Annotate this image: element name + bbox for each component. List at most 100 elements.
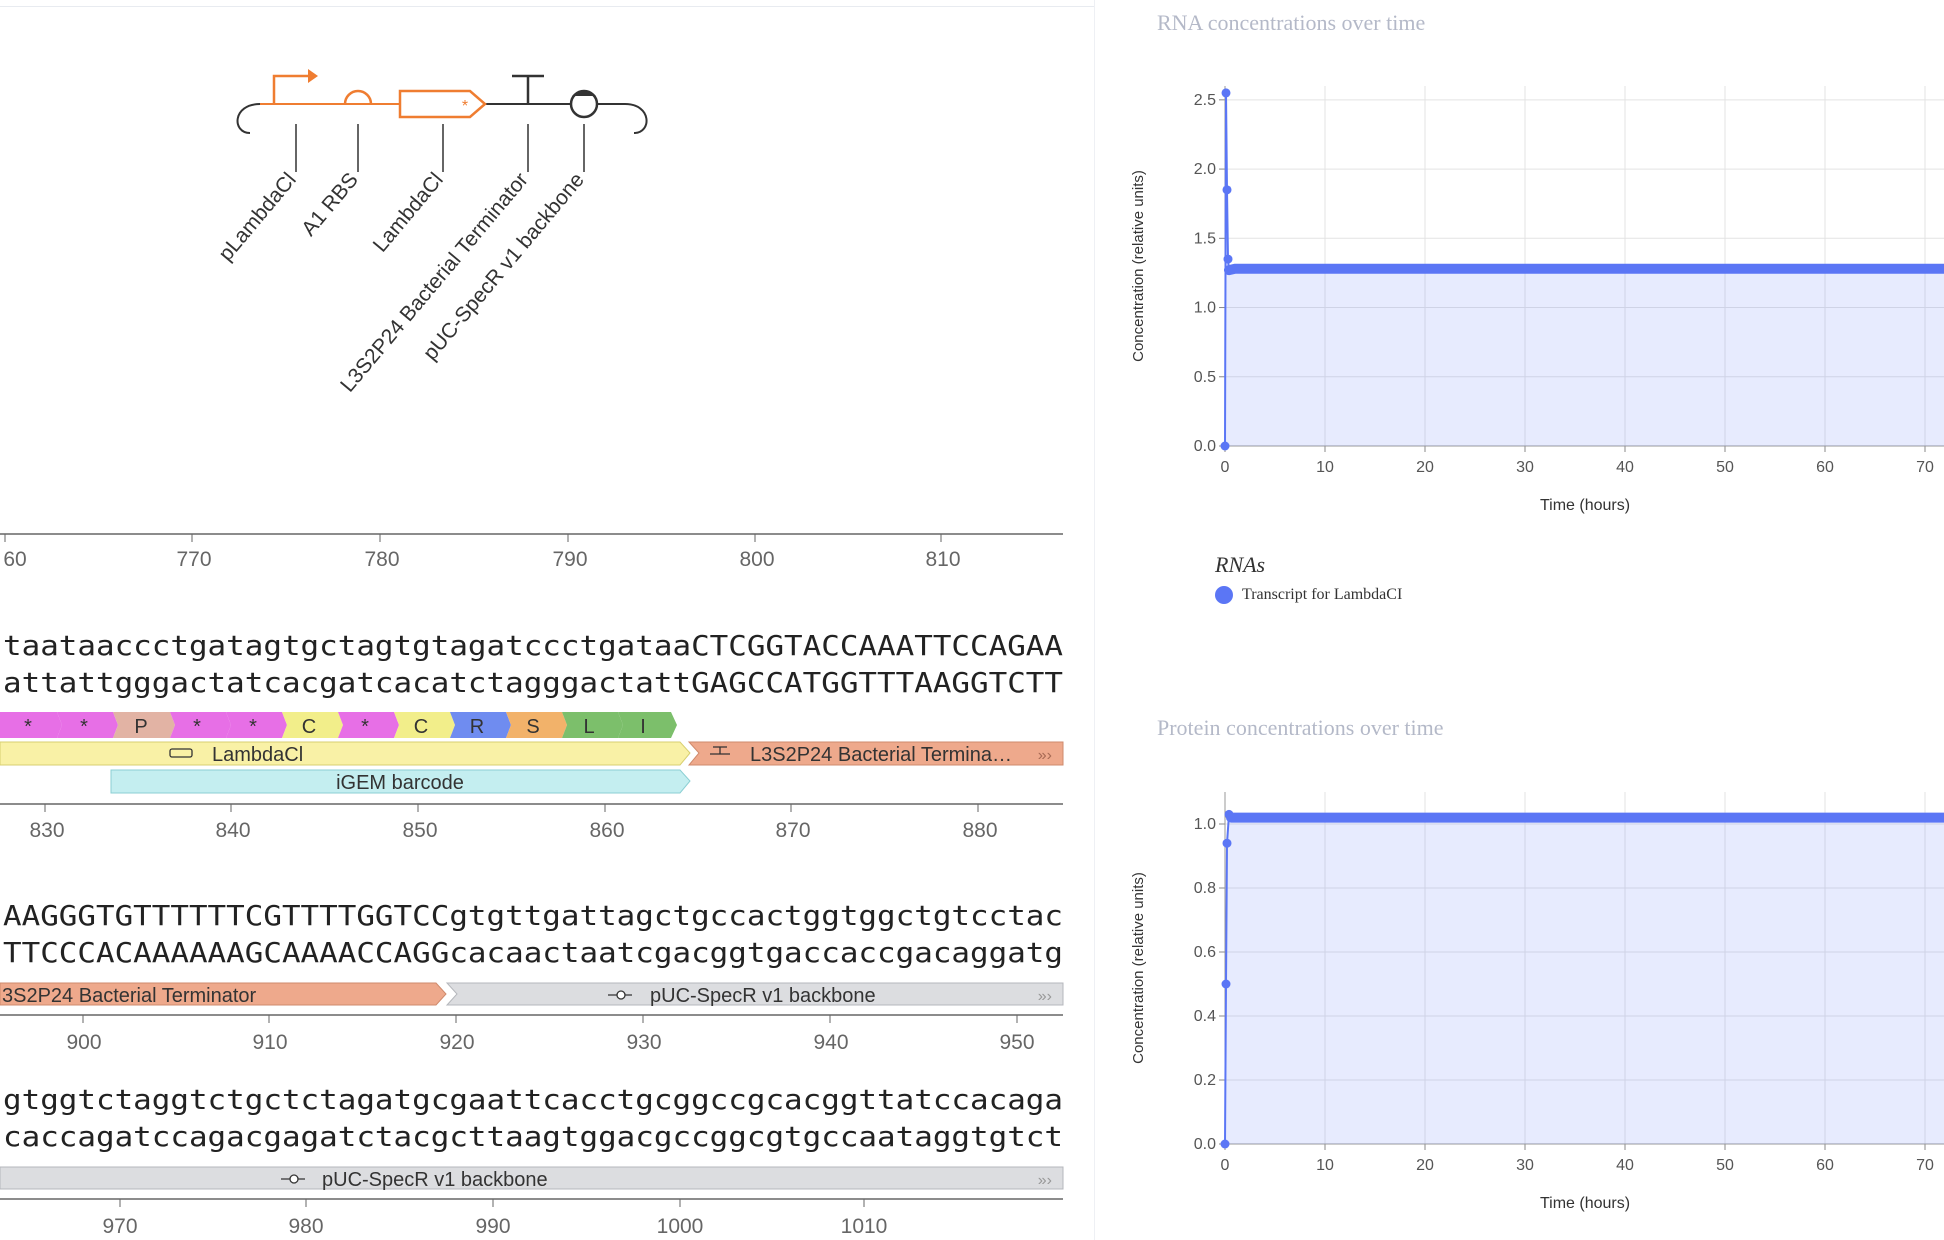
feature-terminator-cont[interactable]: 3S2P24 Bacterial Terminator: [0, 982, 447, 1007]
sequence-top-strand: gtggtctaggtctgctctagatgcgaattcacctgcggcc…: [3, 1083, 1063, 1116]
ruler-tick: 970: [102, 1215, 137, 1238]
ruler-tick: 850: [402, 819, 437, 842]
y-tick-label: 0.2: [1194, 1072, 1216, 1089]
series-area: [1225, 814, 1944, 1144]
x-tick-label: 40: [1616, 1157, 1634, 1174]
feature-igem-barcode[interactable]: iGEM barcode: [110, 769, 691, 794]
linear-sequence-view: 60 770 780 790 800 810 taataaccctgatagtg…: [0, 533, 1064, 1238]
feature-backbone[interactable]: pUC-SpecR v1 backbone »›: [445, 982, 1064, 1007]
feature-label: pUC-SpecR v1 backbone: [322, 1169, 548, 1191]
terminator-glyph[interactable]: [512, 74, 544, 104]
data-point: [1221, 88, 1231, 98]
ruler-tick: 930: [626, 1031, 661, 1054]
feature-label: 3S2P24 Bacterial Terminator: [2, 985, 257, 1007]
x-tick-label: 10: [1316, 459, 1334, 476]
ruler-tick: 780: [364, 548, 399, 571]
ruler-tick: 910: [252, 1031, 287, 1054]
ruler-tick: 980: [288, 1215, 323, 1238]
amino-acid: R: [470, 716, 484, 738]
cds-mini-icon: [169, 748, 193, 758]
amino-acid: L: [583, 716, 594, 738]
terminator-mini-icon: [710, 746, 730, 755]
ruler-tick: 860: [589, 819, 624, 842]
y-axis-label: Concentration (relative units): [1130, 170, 1147, 362]
sequence-bottom-strand: attattgggactatcacgatcacatctagggactattGAG…: [3, 666, 1063, 699]
ruler-tick: 1000: [657, 1215, 704, 1238]
backbone-right-cap: [624, 103, 648, 134]
glyph-label-cds: LambdaCl: [369, 168, 448, 256]
amino-acid: C: [414, 716, 428, 738]
continues-arrow-icon: »›: [1038, 988, 1052, 1005]
sbol-glyph-diagram: * pLambdaCl A1 RBS LambdaCl L3S2P24 Bact…: [214, 69, 648, 397]
y-tick-label: 1.0: [1194, 300, 1216, 317]
amino-acid-track: * * P * * C * C R S L I: [0, 712, 677, 738]
continues-arrow-icon: »›: [1038, 1172, 1052, 1189]
sequence-bottom-strand: caccagatccagacgagatctacgcttaagtggacgccgg…: [3, 1120, 1063, 1153]
amino-acid: S: [526, 716, 539, 738]
x-tick-label: 20: [1416, 1157, 1434, 1174]
x-axis-label: Time (hours): [1540, 497, 1630, 514]
ruler-tick: 810: [925, 548, 960, 571]
origin-glyph[interactable]: [569, 89, 599, 119]
sequence-top-strand: AAGGGTGTTTTTTCGTTTTGGTCCgtgttgattagctgcc…: [3, 899, 1063, 932]
cds-glyph[interactable]: *: [398, 89, 487, 119]
sequence-top-strand: taataaccctgatagtgctagtgtagatccctgataaCTC…: [3, 629, 1063, 662]
ruler-tick: 990: [475, 1215, 510, 1238]
ruler-row-2: 900 910 920 930 940 950: [0, 1014, 1063, 1054]
y-tick-label: 1.5: [1194, 230, 1216, 247]
feature-lambdacl[interactable]: LambdaCl: [0, 741, 691, 766]
simulation-results-pane: RNA concentrations over time 0 10 20 30 40 50…: [1094, 0, 1944, 1240]
ruler-row-3: 970 980 990 1000 1010: [0, 1198, 1063, 1238]
x-tick-label: 40: [1616, 459, 1634, 476]
legend-title: RNAs: [1215, 552, 1266, 577]
x-tick-label: 30: [1516, 1157, 1534, 1174]
data-point: [1221, 979, 1231, 989]
amino-acid: *: [80, 716, 88, 738]
feature-label: pUC-SpecR v1 backbone: [650, 985, 876, 1007]
legend-item[interactable]: Transcript for LambdaCI: [1215, 586, 1402, 604]
rna-legend: RNAs Transcript for LambdaCI: [1215, 552, 1402, 604]
x-tick-label: 0: [1221, 1157, 1230, 1174]
amino-acid: *: [24, 716, 32, 738]
x-tick-label: 60: [1816, 459, 1834, 476]
feature-label: LambdaCl: [212, 744, 303, 766]
feature-terminator[interactable]: L3S2P24 Bacterial Termina… »›: [687, 741, 1064, 766]
x-tick-label: 70: [1916, 459, 1934, 476]
y-tick-label: 0.0: [1194, 438, 1216, 455]
sequence-row-3[interactable]: gtggtctaggtctgctctagatgcgaattcacctgcggcc…: [0, 1083, 1064, 1238]
ruler-tick: 900: [66, 1031, 101, 1054]
sequence-row-1[interactable]: taataaccctgatagtgctagtgtagatccctgataaCTC…: [0, 629, 1064, 842]
promoter-glyph[interactable]: [272, 69, 318, 104]
ruler-tick: 770: [176, 548, 211, 571]
y-tick-label: 0.8: [1194, 880, 1216, 897]
amino-acid: *: [361, 716, 369, 738]
feature-label: iGEM barcode: [336, 772, 464, 794]
glyph-label-promoter: pLambdaCl: [214, 168, 301, 265]
glyph-label-rbs: A1 RBS: [297, 168, 363, 240]
x-tick-label: 20: [1416, 459, 1434, 476]
origin-mini-icon: [608, 990, 632, 1000]
ruler-tick: 940: [813, 1031, 848, 1054]
feature-backbone[interactable]: pUC-SpecR v1 backbone »›: [0, 1166, 1064, 1191]
amino-acid: *: [249, 716, 257, 738]
y-tick-label: 0.5: [1194, 369, 1216, 386]
series-dense-points: [1224, 263, 1944, 276]
ruler-tick: 950: [999, 1031, 1034, 1054]
data-point: [1220, 1139, 1230, 1149]
y-tick-label: 0.4: [1194, 1008, 1216, 1025]
x-tick-label: 70: [1916, 1157, 1934, 1174]
sequence-row-2[interactable]: AAGGGTGTTTTTTCGTTTTGGTCCgtgttgattagctgcc…: [0, 899, 1064, 1054]
rbs-glyph[interactable]: [343, 89, 373, 105]
x-tick-label: 60: [1816, 1157, 1834, 1174]
data-point: [1223, 254, 1233, 264]
amino-acid: *: [193, 716, 201, 738]
ruler-tick: 790: [552, 548, 587, 571]
continues-arrow-icon: »›: [1038, 747, 1052, 764]
y-tick-label: 2.0: [1194, 161, 1216, 178]
protein-chart-title: Protein concentrations over time: [1157, 715, 1444, 740]
top-divider: [0, 0, 1094, 7]
x-tick-label: 10: [1316, 1157, 1334, 1174]
svg-text:*: *: [462, 98, 468, 115]
feature-label: L3S2P24 Bacterial Termina…: [750, 744, 1012, 766]
x-tick-label: 50: [1716, 1157, 1734, 1174]
